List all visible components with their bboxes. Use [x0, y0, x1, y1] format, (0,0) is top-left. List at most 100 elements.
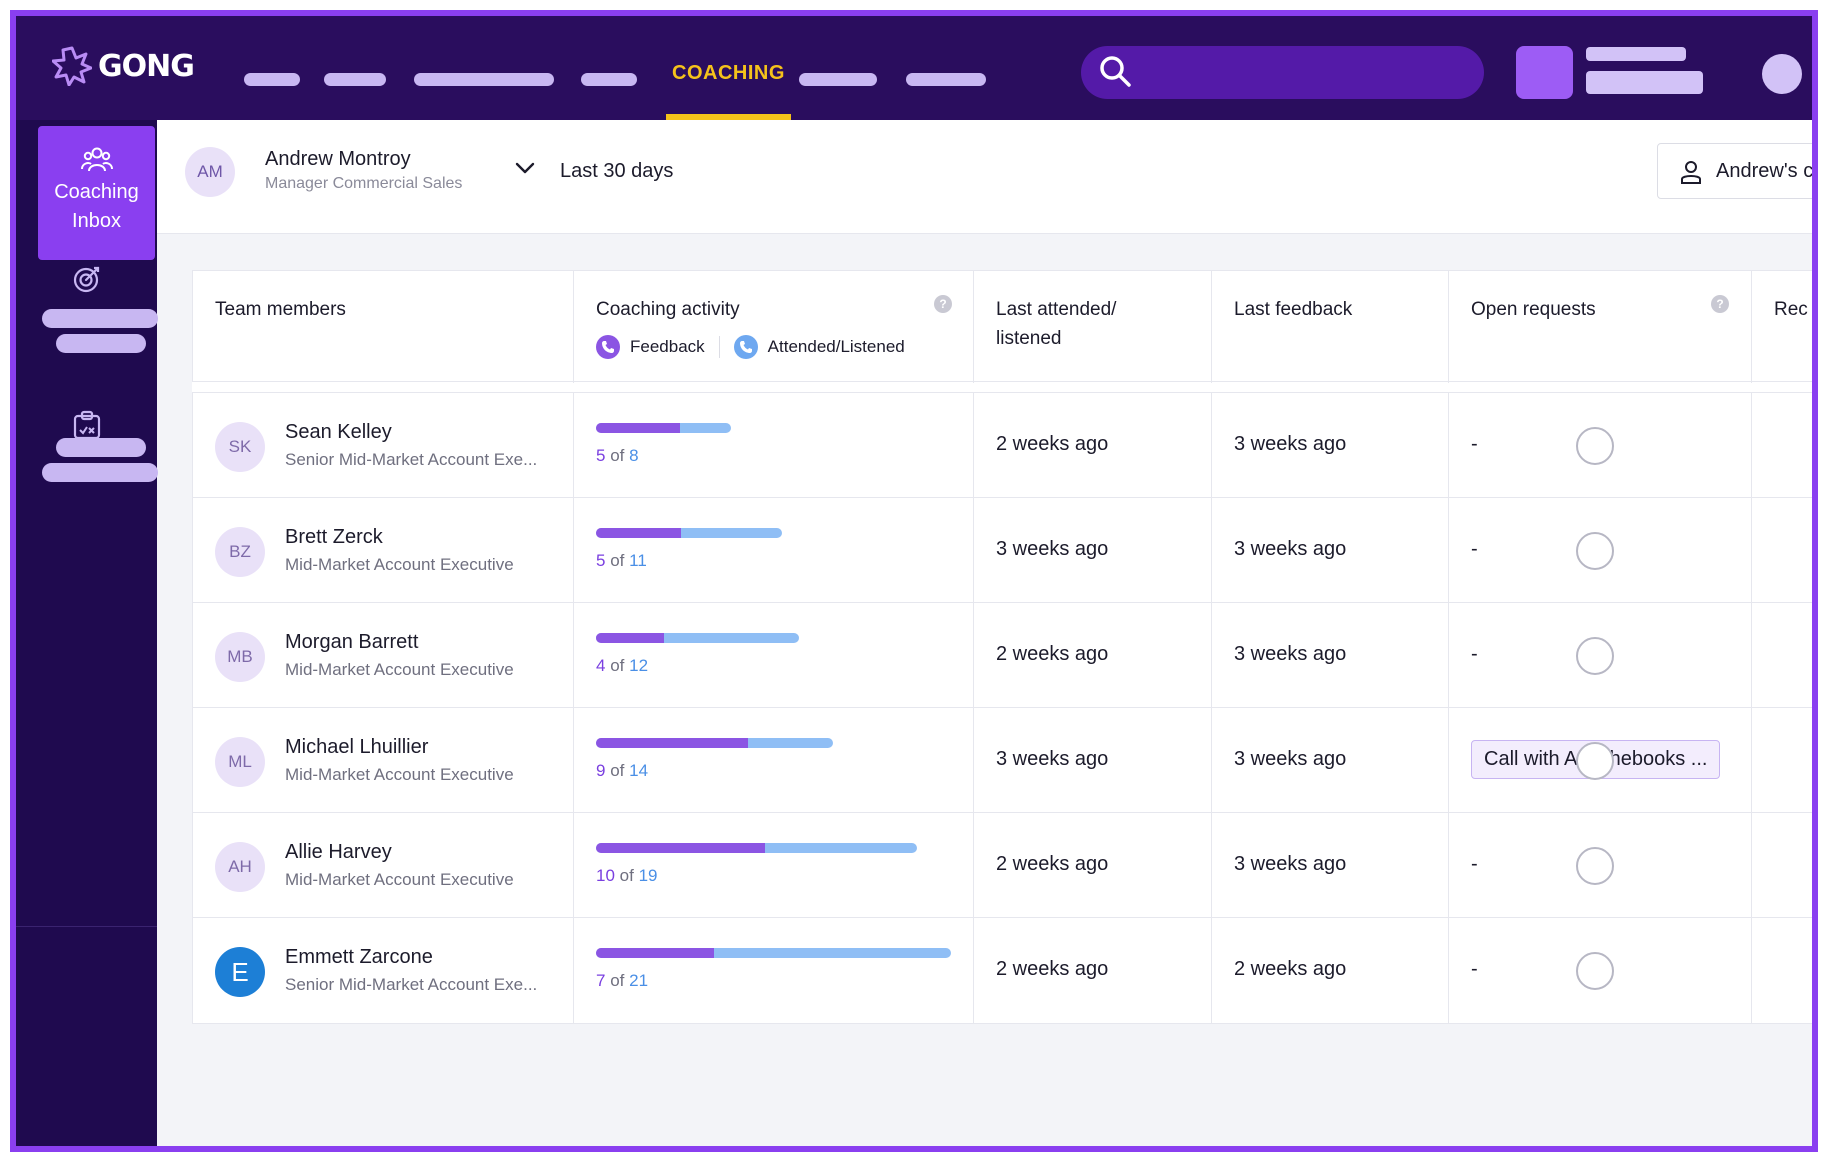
sidebar-item-label-2: Inbox [72, 210, 121, 232]
coaching-legend: Feedback Attended/Listened [596, 335, 905, 359]
last-attended-cell: 3 weeks ago [974, 708, 1212, 813]
member-name[interactable]: Michael Lhuillier [285, 736, 429, 758]
column-header-coaching-activity[interactable]: Coaching activity ? Feedback Attended/Li… [574, 271, 974, 383]
member-avatar: E [215, 947, 265, 997]
nav-item-4[interactable] [581, 73, 637, 86]
column-header-rec[interactable]: Rec [1752, 271, 1812, 383]
coaching-ratio: 9 of 14 [596, 761, 648, 781]
rec-action-button[interactable] [1576, 847, 1614, 885]
table-row[interactable]: SK Sean Kelley Senior Mid-Market Account… [193, 393, 1812, 498]
member-name[interactable]: Emmett Zarcone [285, 946, 433, 968]
last-feedback-cell: 2 weeks ago [1212, 918, 1449, 1023]
last-attended-cell: 2 weeks ago [974, 813, 1212, 918]
gong-logo[interactable]: GONG [52, 46, 195, 86]
attended-count: 19 [638, 866, 658, 885]
coaching-activity-cell: 4 of 12 [574, 603, 974, 708]
column-label: Last attended/listened [996, 299, 1117, 349]
team-icon [80, 147, 113, 172]
coaching-ratio: 4 of 12 [596, 656, 648, 676]
search-icon[interactable] [1098, 54, 1134, 90]
attended-count: 21 [629, 971, 649, 990]
team-view-button[interactable]: Andrew's c [1657, 143, 1812, 199]
last-attended-cell: 2 weeks ago [974, 393, 1212, 498]
column-header-team-members[interactable]: Team members [193, 271, 574, 383]
manager-avatar: AM [185, 147, 235, 197]
nav-item-6[interactable] [906, 73, 986, 86]
feedback-count: 4 [596, 656, 606, 675]
attended-count: 8 [629, 446, 639, 465]
attended-progress-bar [596, 528, 782, 538]
table-row[interactable]: E Emmett Zarcone Senior Mid-Market Accou… [193, 918, 1812, 1023]
user-avatar[interactable] [1762, 54, 1802, 94]
member-cell: E Emmett Zarcone Senior Mid-Market Accou… [193, 918, 574, 1023]
logo-text: GONG [98, 48, 195, 84]
open-request-empty: - [1471, 958, 1478, 980]
column-header-last-feedback[interactable]: Last feedback [1212, 271, 1449, 383]
member-cell: SK Sean Kelley Senior Mid-Market Account… [193, 393, 574, 498]
nav-item-2[interactable] [324, 73, 386, 86]
last-attended-value: 3 weeks ago [996, 538, 1109, 560]
table-row[interactable]: AH Allie Harvey Mid-Market Account Execu… [193, 813, 1812, 918]
coaching-ratio: 5 of 8 [596, 446, 639, 466]
coaching-ratio: 5 of 11 [596, 551, 647, 571]
rec-action-button[interactable] [1576, 952, 1614, 990]
table-row[interactable]: MB Morgan Barrett Mid-Market Account Exe… [193, 603, 1812, 708]
rec-action-button[interactable] [1576, 532, 1614, 570]
member-title: Mid-Market Account Executive [285, 660, 514, 679]
open-request-empty: - [1471, 853, 1478, 875]
attended-count: 12 [629, 656, 649, 675]
sidebar-placeholder-line [56, 334, 146, 353]
top-action-button[interactable] [1516, 46, 1573, 99]
open-requests-cell: - [1449, 813, 1752, 918]
nav-item-5[interactable] [799, 73, 877, 86]
open-requests-cell: - [1449, 393, 1752, 498]
legend-feedback-label: Feedback [630, 337, 705, 356]
member-name[interactable]: Allie Harvey [285, 841, 392, 863]
help-icon[interactable]: ? [1711, 295, 1729, 313]
ratio-of: of [619, 866, 634, 885]
coaching-ratio: 7 of 21 [596, 971, 648, 991]
coaching-activity-cell: 7 of 21 [574, 918, 974, 1023]
column-header-last-attended[interactable]: Last attended/listened [974, 271, 1212, 383]
table-row[interactable]: BZ Brett Zerck Mid-Market Account Execut… [193, 498, 1812, 603]
member-avatar: BZ [215, 527, 265, 577]
column-header-open-requests[interactable]: Open requests ? [1449, 271, 1752, 383]
help-icon[interactable]: ? [934, 295, 952, 313]
manager-name[interactable]: Andrew Montroy [265, 148, 411, 170]
rec-action-button[interactable] [1576, 742, 1614, 780]
target-icon[interactable] [72, 264, 102, 294]
nav-item-1[interactable] [244, 73, 300, 86]
rec-action-button[interactable] [1576, 637, 1614, 675]
search-input[interactable] [1081, 46, 1484, 99]
member-name[interactable]: Brett Zerck [285, 526, 383, 548]
member-cell: ML Michael Lhuillier Mid-Market Account … [193, 708, 574, 813]
attended-progress-bar [596, 948, 951, 958]
member-name[interactable]: Sean Kelley [285, 421, 392, 443]
coaching-activity-cell: 10 of 19 [574, 813, 974, 918]
feedback-count: 7 [596, 971, 606, 990]
app-window: GONG COACHING [10, 10, 1818, 1152]
column-label: Coaching activity [596, 299, 740, 320]
table-row[interactable]: ML Michael Lhuillier Mid-Market Account … [193, 708, 1812, 813]
sidebar: Coaching Inbox [16, 120, 158, 1146]
clipboard-check-icon[interactable] [72, 410, 102, 440]
member-name[interactable]: Morgan Barrett [285, 631, 419, 653]
attended-progress-bar [596, 738, 833, 748]
phone-icon [733, 335, 758, 359]
legend-attended-label: Attended/Listened [767, 337, 905, 356]
last-feedback-value: 3 weeks ago [1234, 748, 1347, 770]
chevron-down-icon[interactable] [513, 156, 537, 180]
last-feedback-value: 2 weeks ago [1234, 958, 1347, 980]
nav-item-3[interactable] [414, 73, 554, 86]
date-range-selector[interactable]: Last 30 days [560, 160, 674, 182]
member-cell: BZ Brett Zerck Mid-Market Account Execut… [193, 498, 574, 603]
last-attended-value: 2 weeks ago [996, 433, 1109, 455]
member-avatar: SK [215, 422, 265, 472]
rec-action-button[interactable] [1576, 427, 1614, 465]
coaching-activity-cell: 5 of 11 [574, 498, 974, 603]
manager-role: Manager Commercial Sales [265, 175, 463, 192]
member-title: Mid-Market Account Executive [285, 555, 514, 574]
sidebar-placeholder-line [42, 463, 158, 482]
sidebar-item-coaching-inbox[interactable]: Coaching Inbox [38, 126, 155, 260]
nav-item-coaching[interactable]: COACHING [672, 62, 785, 84]
